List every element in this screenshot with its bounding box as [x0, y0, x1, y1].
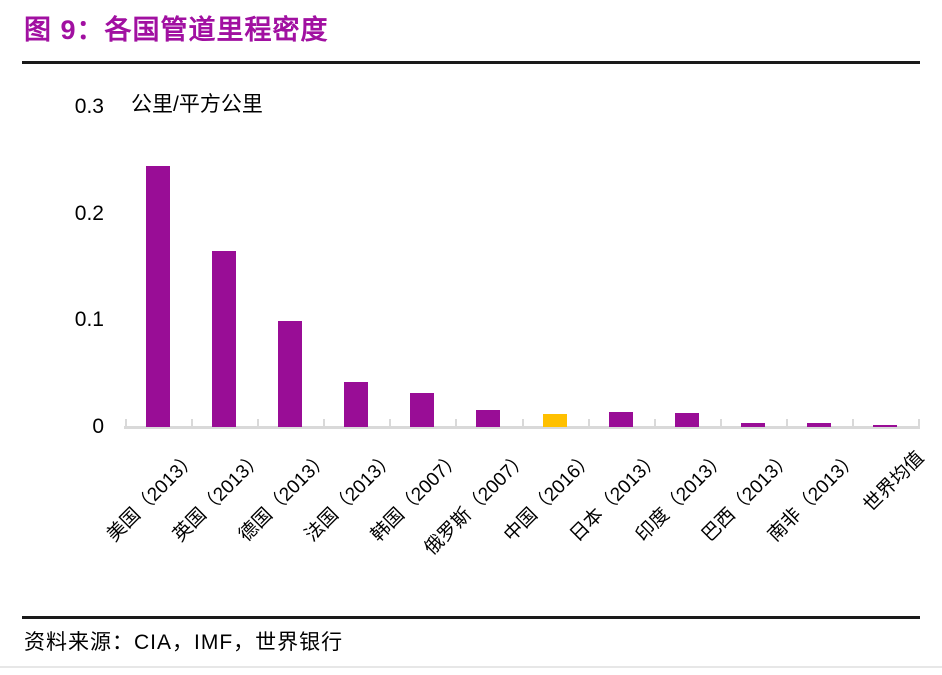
y-axis-tick-label: 0	[92, 415, 104, 438]
x-axis-tick-mark	[720, 419, 722, 428]
bar-6	[543, 414, 567, 427]
bar-8	[675, 413, 699, 427]
bar-0	[146, 165, 170, 427]
x-axis-tick-mark	[588, 419, 590, 428]
x-axis-tick-mark	[125, 419, 127, 428]
footer-divider	[22, 616, 920, 619]
x-axis-tick-mark	[323, 419, 325, 428]
figure-title: 图 9：各国管道里程密度	[24, 15, 329, 45]
x-axis-tick-mark	[654, 419, 656, 428]
y-axis-unit-label: 公里/平方公里	[131, 93, 263, 116]
data-source-note: 资料来源：CIA，IMF，世界银行	[24, 631, 344, 654]
bar-5	[476, 409, 500, 427]
bar-1	[212, 251, 236, 427]
bar-10	[807, 422, 831, 427]
x-axis-tick-mark	[191, 419, 193, 428]
bar-4	[410, 392, 434, 427]
x-axis-label: 世界均值	[859, 447, 929, 517]
x-axis-tick-mark	[918, 419, 920, 428]
bar-9	[741, 422, 765, 427]
x-axis-tick-mark	[455, 419, 457, 428]
page-bottom-divider	[0, 666, 942, 668]
x-axis-tick-mark	[257, 419, 259, 428]
bar-11	[873, 425, 897, 427]
x-axis-tick-mark	[852, 419, 854, 428]
x-axis-tick-mark	[389, 419, 391, 428]
y-axis-tick-label: 0.3	[74, 95, 104, 118]
x-axis-tick-mark	[786, 419, 788, 428]
bar-2	[278, 321, 302, 427]
bar-3	[344, 382, 368, 427]
x-axis-tick-mark	[522, 419, 524, 428]
header-divider	[22, 61, 920, 64]
y-axis-tick-label: 0.1	[74, 308, 104, 332]
bar-7	[609, 412, 633, 427]
y-axis-tick-label: 0.2	[74, 201, 104, 225]
